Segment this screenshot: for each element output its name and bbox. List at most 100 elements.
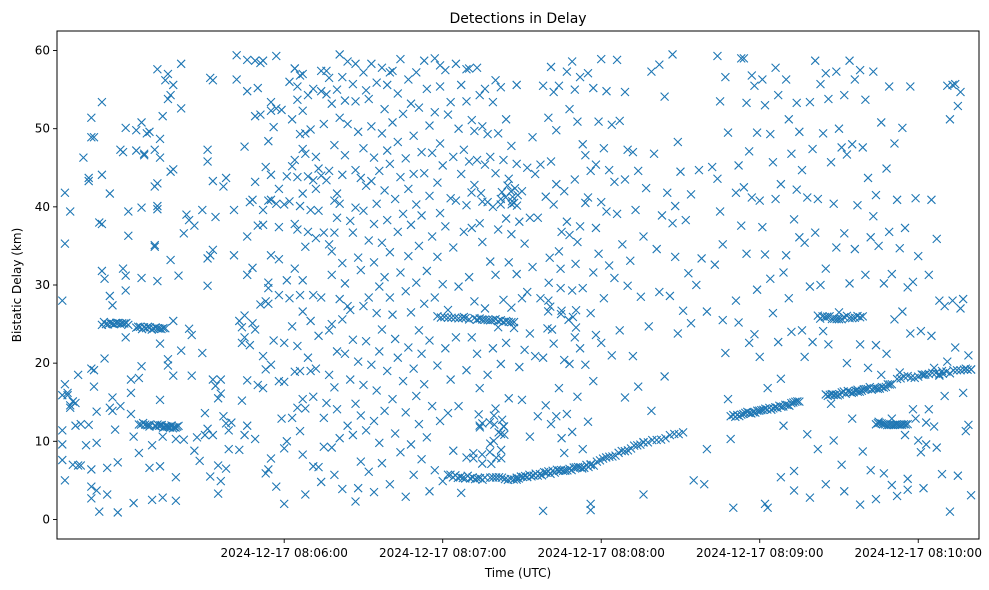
data-point <box>917 370 927 379</box>
data-point <box>84 176 94 186</box>
data-point <box>435 82 445 91</box>
data-point <box>153 276 162 286</box>
data-point <box>86 493 96 503</box>
data-point <box>702 307 712 316</box>
data-point <box>691 280 701 290</box>
data-point <box>293 172 302 182</box>
data-point <box>855 387 865 397</box>
data-point <box>826 399 836 409</box>
data-point <box>359 68 368 77</box>
data-point <box>768 404 778 413</box>
data-point <box>380 406 389 416</box>
data-point <box>240 142 249 152</box>
data-point <box>406 440 416 449</box>
data-point <box>419 168 429 178</box>
data-point <box>757 75 767 84</box>
data-point <box>575 221 585 231</box>
data-point <box>187 330 197 340</box>
data-point <box>890 314 899 324</box>
data-point <box>330 382 339 392</box>
data-point <box>290 219 300 229</box>
data-point <box>84 173 94 183</box>
data-point <box>253 83 263 93</box>
data-point <box>285 293 294 303</box>
data-point <box>163 94 173 104</box>
data-point <box>504 393 514 403</box>
data-point <box>514 217 524 227</box>
data-point <box>163 361 173 370</box>
data-point <box>757 222 767 232</box>
data-point <box>602 86 611 96</box>
data-point <box>940 391 950 401</box>
data-point <box>467 188 476 197</box>
data-point <box>945 114 955 124</box>
data-point <box>839 90 849 100</box>
data-point <box>359 380 368 390</box>
data-point <box>802 193 812 202</box>
data-point <box>483 370 493 380</box>
data-point <box>425 191 434 201</box>
data-point <box>237 338 247 348</box>
data-point <box>636 292 646 302</box>
data-point <box>956 304 965 313</box>
data-point <box>364 293 374 302</box>
data-point <box>610 273 619 283</box>
data-point <box>126 375 136 384</box>
data-point <box>142 420 152 430</box>
data-point <box>129 432 139 442</box>
data-point <box>673 329 683 338</box>
data-point <box>86 132 96 142</box>
data-point <box>171 496 181 506</box>
data-point <box>451 196 461 205</box>
data-point <box>295 201 305 211</box>
data-point <box>224 425 234 435</box>
data-point <box>364 94 374 104</box>
data-point <box>393 137 403 147</box>
data-point <box>488 97 498 107</box>
data-point <box>343 119 352 129</box>
data-point <box>467 223 477 233</box>
data-point <box>311 364 321 374</box>
data-point <box>919 483 928 493</box>
data-point <box>100 354 109 363</box>
data-point <box>322 175 331 185</box>
data-point <box>330 228 339 238</box>
data-point <box>571 323 581 332</box>
data-point <box>197 205 207 215</box>
data-point <box>901 420 911 429</box>
data-point <box>903 419 913 429</box>
data-point <box>467 332 477 342</box>
data-point <box>324 73 334 83</box>
data-point <box>929 422 939 431</box>
data-point <box>208 430 218 440</box>
data-point <box>499 430 509 440</box>
data-point <box>594 249 603 259</box>
y-tick-label: 60 <box>35 44 50 58</box>
data-point <box>377 128 387 138</box>
data-point <box>559 448 569 458</box>
data-point <box>570 85 580 95</box>
data-point <box>903 485 913 495</box>
data-point <box>298 450 308 459</box>
data-point <box>861 95 870 105</box>
data-point <box>158 493 168 502</box>
data-point <box>494 472 504 482</box>
data-point <box>522 163 532 173</box>
data-point <box>425 486 434 496</box>
data-point <box>771 63 780 73</box>
data-point <box>348 79 358 89</box>
data-point <box>768 157 778 167</box>
data-point <box>964 420 973 430</box>
data-point <box>359 143 368 153</box>
data-point <box>300 128 310 138</box>
data-point <box>779 421 788 431</box>
data-point <box>900 430 910 440</box>
data-point <box>522 287 532 297</box>
x-tick-label: 2024-12-17 08:10:00 <box>855 546 982 560</box>
data-point <box>232 75 242 84</box>
data-point <box>591 223 601 233</box>
data-point <box>385 293 395 302</box>
data-point <box>398 109 408 119</box>
data-point <box>920 370 930 379</box>
data-point <box>271 482 281 492</box>
